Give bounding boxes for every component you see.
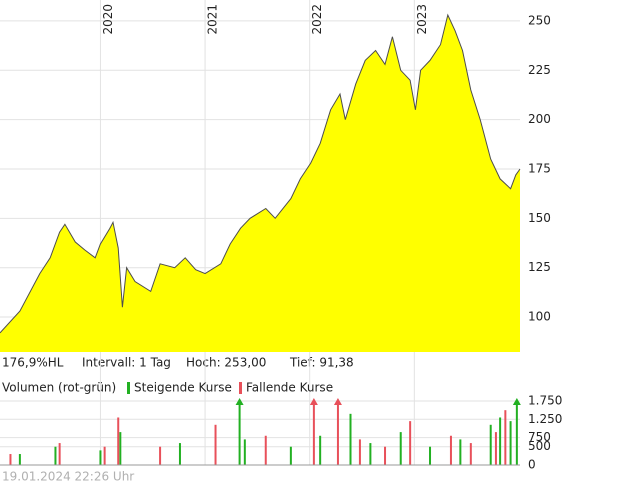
y-tick-label: 1.250 (528, 412, 562, 426)
y-tick-label: 100 (528, 310, 551, 324)
volume-bar (459, 439, 462, 465)
y-tick-label: 750 (528, 430, 551, 444)
y-tick-label: 0 (528, 458, 536, 472)
volume-bar (289, 446, 292, 465)
volume-bar (429, 446, 432, 465)
overflow-arrow (333, 398, 342, 405)
y-tick-label: 175 (528, 161, 551, 175)
stat-low: Tief: 91,38 (289, 356, 354, 370)
price-line (0, 13, 521, 334)
y-tick-label: 1.750 (528, 394, 562, 408)
x-tick-label: 2022 (310, 4, 324, 35)
y-tick-label: 125 (528, 260, 551, 274)
volume-bar (336, 404, 339, 465)
volume-bar (349, 413, 352, 465)
x-tick-label: 2021 (206, 4, 220, 35)
volume-bar (399, 432, 402, 465)
footer: 19.01.2024 22:26 Uhr (2, 470, 134, 483)
volume-bar (312, 404, 315, 465)
volume-bar (178, 443, 181, 465)
volume-bar (103, 446, 106, 465)
volume-title: Volumen (rot-grün) (2, 381, 116, 395)
overflow-arrow (235, 398, 244, 405)
volume-bar (58, 443, 61, 465)
legend-swatch (239, 382, 242, 394)
volume-bar (238, 404, 241, 465)
volume-bar (119, 432, 122, 465)
volume-bar (499, 417, 502, 465)
overflow-arrow (309, 398, 318, 405)
stat-high: Hoch: 253,00 (186, 356, 266, 370)
price-area (0, 15, 520, 352)
volume-bar (449, 435, 452, 465)
volume-bar (159, 446, 162, 465)
y-tick-label: 250 (528, 13, 551, 27)
stat-range: 176,9%HL (2, 356, 64, 370)
y-tick-label: 225 (528, 63, 551, 77)
stat-interval: Intervall: 1 Tag (82, 356, 171, 370)
volume-bar (243, 439, 246, 465)
volume-bar (469, 443, 472, 465)
volume-bar (509, 421, 512, 465)
volume-bar (358, 439, 361, 465)
overflow-arrow (512, 398, 521, 405)
y-tick-label: 500 (528, 439, 551, 453)
legend-label: Fallende Kurse (246, 381, 333, 395)
y-tick-label: 150 (528, 211, 551, 225)
x-tick-label: 2023 (415, 4, 429, 35)
volume-bar (409, 421, 412, 465)
volume-bar (384, 446, 387, 465)
volume-bar (9, 454, 12, 465)
volume-bar (494, 432, 497, 465)
volume-bar (99, 450, 102, 465)
volume-bar (117, 417, 120, 465)
volume-bar (319, 435, 322, 465)
y-tick-label: 200 (528, 112, 551, 126)
volume-bar (18, 454, 21, 465)
volume-bar (214, 424, 217, 465)
volume-bar (489, 424, 492, 465)
volume-bar (504, 410, 507, 465)
volume-bar (264, 435, 267, 465)
x-tick-label: 2020 (101, 4, 115, 35)
volume-bar (515, 404, 518, 465)
volume-bar (54, 446, 57, 465)
legend-label: Steigende Kurse (134, 381, 232, 395)
legend-swatch (127, 382, 130, 394)
volume-bar (369, 443, 372, 465)
